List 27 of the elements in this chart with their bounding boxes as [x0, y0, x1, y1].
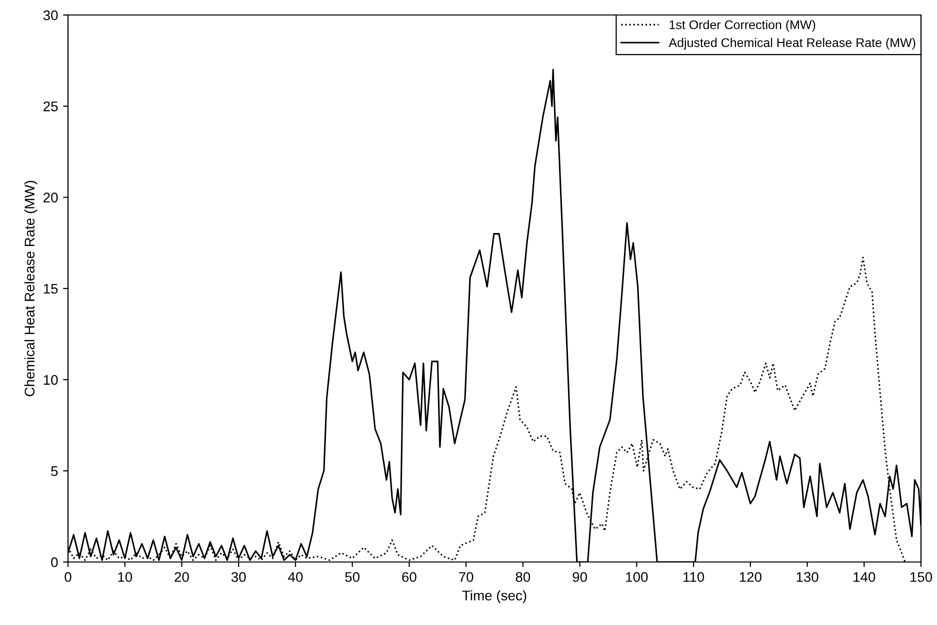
y-tick-label: 5: [51, 466, 58, 476]
x-tick-label: 70: [459, 572, 474, 582]
x-tick-label: 0: [64, 572, 72, 582]
x-tick-label: 20: [174, 572, 189, 582]
x-tick-label: 140: [854, 572, 876, 582]
x-tick-label: 10: [118, 572, 132, 582]
x-tick-label: 60: [402, 572, 416, 582]
y-tick-label: 10: [44, 375, 58, 385]
x-tick-label: 40: [288, 572, 303, 582]
x-tick-label: 120: [740, 572, 762, 582]
x-tick-label: 50: [345, 572, 360, 582]
y-tick-label: 25: [44, 102, 58, 112]
x-tick-label: 90: [572, 572, 587, 582]
y-tick-label: 0: [51, 557, 58, 568]
y-tick-label: 15: [44, 284, 58, 294]
y-axis-title: Chemical Heat Release Rate (MW): [24, 180, 38, 396]
x-axis-title: Time (sec): [462, 590, 526, 604]
legend-label: Adjusted Chemical Heat Release Rate (MW): [668, 38, 916, 50]
x-tick-label: 80: [516, 572, 530, 582]
y-tick-label: 30: [43, 10, 58, 20]
y-tick-label: 20: [44, 192, 58, 203]
legend-label: 1st Order Correction (MW): [670, 20, 816, 32]
x-tick-label: 130: [796, 572, 818, 582]
x-tick-label: 100: [626, 572, 648, 582]
x-tick-label: 30: [231, 572, 246, 582]
x-tick-label: 110: [684, 572, 704, 582]
x-tick-label: 150: [910, 572, 932, 582]
